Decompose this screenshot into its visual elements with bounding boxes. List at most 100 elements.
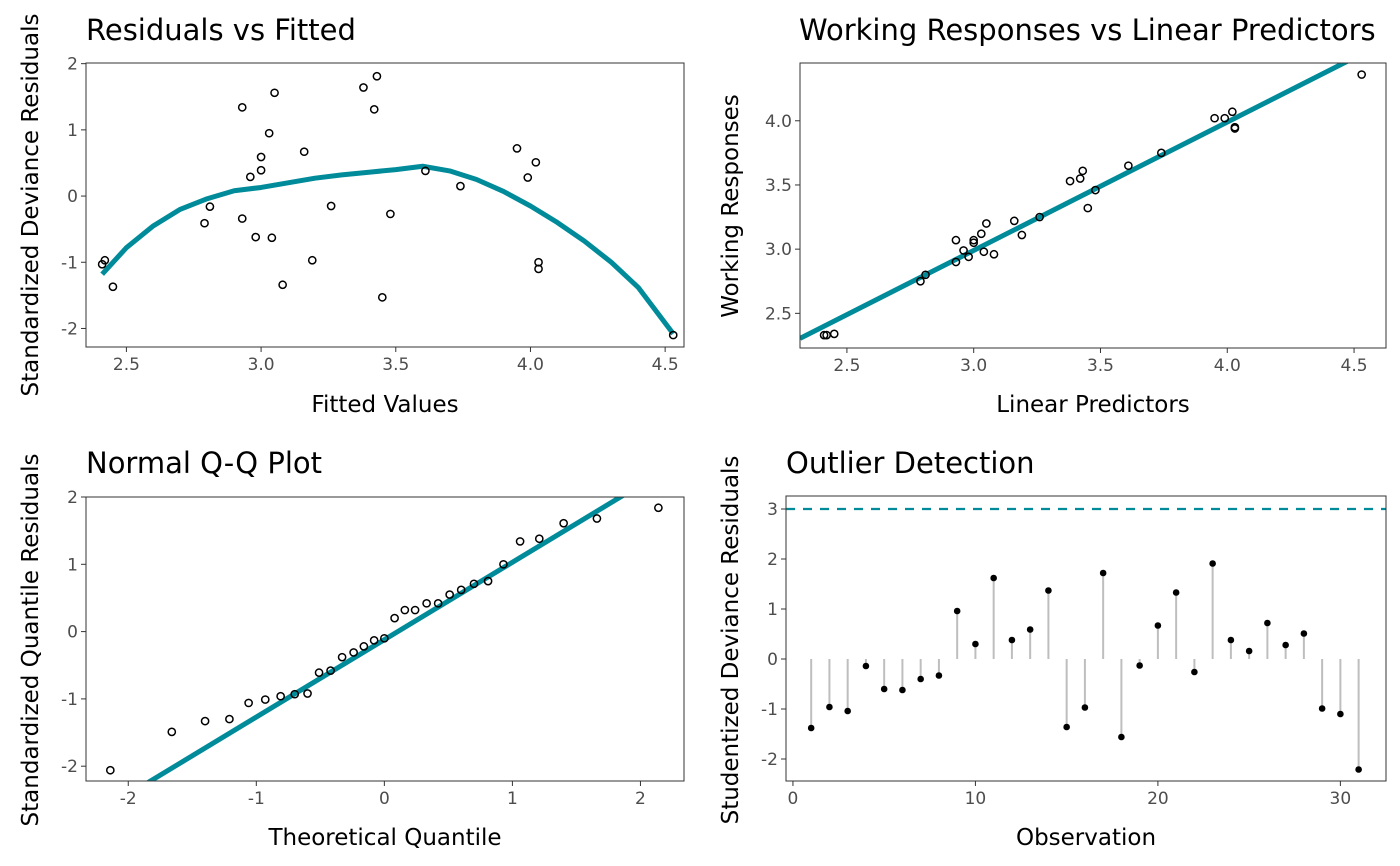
x-tick-label: 0 [379,789,390,809]
data-point [819,330,829,340]
x-tick-label: 3.0 [960,356,987,376]
panel-border [799,62,1387,349]
x-axis-label: Observation [1016,825,1156,851]
y-tick-label: 2 [67,55,78,75]
plot-area [97,71,678,340]
x-tick-label: 1 [507,789,518,809]
data-point [237,214,247,223]
data-point [1264,619,1271,627]
reference-line [800,63,1350,341]
y-tick-label: 4.0 [765,112,792,132]
plot-area [105,497,663,781]
panel-title: Outlier Detection [786,446,1035,480]
data-point [1118,733,1125,741]
data-point [200,716,210,726]
data-point [400,605,410,615]
data-point [1227,107,1237,117]
y-tick-label: 2 [767,550,778,570]
data-point [237,103,247,112]
smooth-line [100,163,676,336]
x-tick-label: 3.5 [382,355,409,375]
data-point [108,282,118,292]
data-point [1209,560,1216,567]
y-tick-label: 0 [67,187,78,207]
y-tick-label: -1 [761,700,778,720]
plot-area [800,63,1367,341]
data-point [1091,185,1100,195]
x-tick-label: 4.0 [1214,356,1241,376]
panel-residuals-vs-fitted: Residuals vs Fitted Fitted Values Standa… [18,13,685,418]
data-point [1300,630,1308,637]
data-point [307,255,317,265]
data-point [97,259,107,269]
data-point [456,585,466,595]
data-point [245,172,255,182]
data-point [264,128,274,138]
data-point [1063,723,1070,731]
data-point [456,181,465,191]
y-tick-label: -2 [61,319,78,339]
data-point [880,685,888,693]
data-point [959,246,968,255]
data-point [278,280,287,290]
x-tick-label: 4.0 [517,355,544,375]
data-point [1136,662,1143,669]
x-tick-label: 2 [635,789,646,809]
y-tick-label: 3.5 [765,176,792,196]
x-tick-label: 2.5 [113,355,140,375]
data-point [534,264,543,274]
x-tick-label: 4.5 [652,355,679,375]
y-tick-label: 1 [67,121,78,141]
data-point [1318,705,1326,712]
data-point [422,598,431,608]
data-point [969,235,979,245]
data-point [807,724,815,732]
data-point [1172,589,1180,596]
panel-border [85,62,685,348]
data-point [337,652,347,662]
data-point [372,71,382,81]
data-point [1009,216,1019,226]
data-point [1124,161,1133,171]
data-point [1245,647,1253,655]
data-point [829,329,839,339]
data-point [1026,626,1034,633]
data-point [534,534,544,544]
data-point [469,579,479,589]
data-point [349,648,358,657]
data-point [260,695,270,704]
panel-border [85,496,685,782]
data-point [303,689,312,698]
data-point [989,249,999,259]
y-axis-label: Studentized Deviance Residuals [718,456,744,825]
data-point [483,576,493,586]
y-tick-label: 3 [767,500,778,520]
data-point [1156,148,1166,158]
data-point [225,714,234,724]
y-axis-label: Standardized Deviance Residuals [18,14,44,397]
data-point [969,238,979,248]
data-point [369,104,379,114]
data-point [921,270,930,280]
x-tick-label: 20 [1147,789,1169,809]
x-axis-label: Linear Predictors [996,392,1190,418]
y-tick-label: 2.5 [765,304,792,324]
data-point [359,642,369,651]
x-axis-label: Fitted Values [311,392,458,418]
x-tick-label: -2 [120,789,137,809]
y-tick-label: 2 [67,488,78,508]
x-tick-label: -1 [248,789,265,809]
data-point [951,257,961,267]
data-point [862,662,870,670]
panel-border [785,495,1387,782]
x-axis-label: Theoretical Quantile [267,825,501,851]
data-point [1083,203,1093,213]
data-point [1191,668,1198,676]
data-point [445,590,455,599]
data-point [377,292,387,302]
data-point [276,691,285,701]
y-tick-label: 0 [767,650,778,670]
data-point [964,252,973,262]
data-point [982,219,991,228]
data-point [1154,622,1162,629]
